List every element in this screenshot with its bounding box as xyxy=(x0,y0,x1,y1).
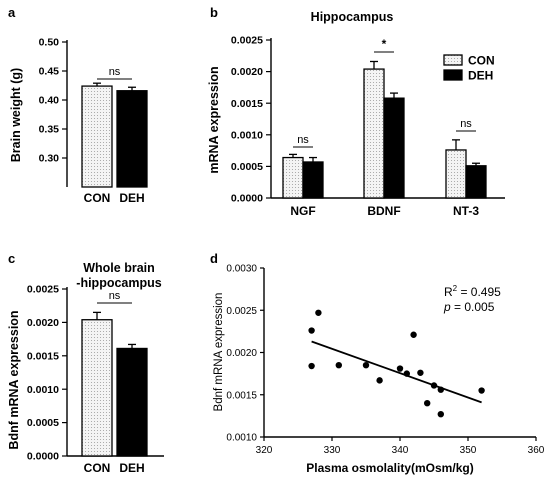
bar-deh xyxy=(116,347,148,457)
x-tick-label: 330 xyxy=(324,445,341,456)
significance-label: ns xyxy=(109,66,121,78)
panel-label: c xyxy=(8,251,15,266)
legend-label: DEH xyxy=(468,69,493,83)
y-axis-label: Brain weight (g) xyxy=(9,68,23,162)
significance-label: ns xyxy=(297,134,309,146)
legend-swatch-deh xyxy=(443,69,463,81)
y-tick-label: 0.0030 xyxy=(226,264,257,275)
x-tick-label: DEH xyxy=(119,191,144,205)
x-axis-label: Plasma osmolality(mOsm/kg) xyxy=(306,461,473,475)
panel-c: c Whole brain-hippocampus 0.0000 0.0005 0.00… xyxy=(7,251,164,475)
data-point xyxy=(376,377,383,384)
x-tick-label: CON xyxy=(84,461,111,475)
r-squared-value: = 0.495 xyxy=(457,285,501,299)
y-tick-label: 0.0025 xyxy=(226,306,257,317)
r-squared-prefix: R xyxy=(444,285,453,299)
data-point xyxy=(430,382,438,389)
data-point xyxy=(403,370,410,377)
x-tick-label: BDNF xyxy=(367,204,400,218)
bar-con xyxy=(81,85,113,188)
significance-label: * xyxy=(382,37,387,51)
y-tick-label: 0.0005 xyxy=(231,161,263,173)
legend-swatch-con xyxy=(443,54,463,66)
data-point xyxy=(417,369,424,376)
y-tick-label: 0.0005 xyxy=(27,417,59,429)
chart-title-line-1: Whole brain xyxy=(83,261,155,275)
bar-nt-3-deh xyxy=(465,165,487,199)
data-point xyxy=(335,361,342,369)
panel-label: d xyxy=(210,251,218,266)
y-axis-label: Bdnf mRNA expression xyxy=(213,293,225,412)
x-tick-label: DEH xyxy=(119,461,144,475)
bar-bdnf-con xyxy=(363,68,385,199)
data-point xyxy=(396,365,404,372)
panel-a: a 0.30 0.35 0.40 0.45 0.50 Brain weight (g) CON… xyxy=(8,5,148,205)
bar-ngf-deh xyxy=(302,161,324,199)
y-tick-label: 0.0010 xyxy=(27,384,59,396)
p-value-value: = 0.005 xyxy=(451,300,495,314)
y-tick-label: 0.0025 xyxy=(27,284,59,296)
y-axis-label: Bdnf mRNA expression xyxy=(7,310,21,449)
y-tick-label: 0.0000 xyxy=(27,451,59,463)
x-tick-label: 340 xyxy=(392,445,409,456)
y-tick-label: 0.0020 xyxy=(231,66,263,78)
x-tick-label: 320 xyxy=(256,445,273,456)
y-tick-label: 0.0010 xyxy=(226,433,257,444)
y-tick-label: 0.35 xyxy=(39,124,60,136)
chart-title-line-2: -hippocampus xyxy=(76,276,161,290)
y-tick-label: 0.0010 xyxy=(231,129,263,141)
data-point xyxy=(437,386,444,393)
data-point xyxy=(410,331,417,338)
bar-nt-3-con xyxy=(445,149,467,199)
data-point xyxy=(308,362,315,370)
y-tick-label: 0.0015 xyxy=(231,98,263,110)
y-tick-label: 0.0015 xyxy=(27,350,59,362)
chart-title: Hippocampus xyxy=(311,10,394,24)
x-tick-label: NT-3 xyxy=(453,204,479,218)
r-squared-annotation: R2 = 0.495 xyxy=(444,284,501,299)
x-tick-label: NGF xyxy=(290,204,315,218)
y-tick-label: 0.0025 xyxy=(231,35,263,47)
bar-ngf-con xyxy=(282,156,304,199)
y-tick-label: 0.50 xyxy=(39,37,60,49)
data-point xyxy=(437,410,444,418)
y-tick-label: 0.40 xyxy=(39,95,60,107)
significance-label: ns xyxy=(460,118,472,130)
bar-bdnf-deh xyxy=(383,97,405,199)
x-tick-label: 360 xyxy=(528,445,545,456)
p-value-symbol: p xyxy=(443,300,451,314)
significance-label: ns xyxy=(109,290,121,302)
p-value-annotation: p = 0.005 xyxy=(443,300,495,314)
y-tick-label: 0.0020 xyxy=(27,317,59,329)
panel-d: d 0.0010 0.0015 0.0020 0.0025 0.0030 320 330 340… xyxy=(210,251,545,475)
y-axis-label: mRNA expression xyxy=(207,66,221,173)
data-point xyxy=(478,387,485,394)
bar-con xyxy=(81,319,113,457)
data-point xyxy=(315,309,322,316)
data-point xyxy=(424,400,431,407)
data-point xyxy=(308,327,315,334)
panel-label: b xyxy=(210,5,218,20)
y-tick-label: 0.45 xyxy=(39,66,60,78)
panel-b: b Hippocampus 0.0000 0.0005 0.0010 0.0015 0.00… xyxy=(207,5,505,218)
y-tick-label: 0.30 xyxy=(39,153,60,165)
data-point xyxy=(362,361,370,369)
legend-label: CON xyxy=(468,54,495,68)
y-tick-label: 0.0000 xyxy=(231,193,263,205)
x-tick-label: CON xyxy=(84,191,111,205)
bar-deh xyxy=(116,90,148,188)
regression-line xyxy=(311,340,482,404)
y-tick-label: 0.0015 xyxy=(226,390,257,401)
panel-label: a xyxy=(8,5,16,20)
r-squared-exponent: 2 xyxy=(453,284,458,293)
y-tick-label: 0.0020 xyxy=(226,348,257,359)
x-tick-label: 350 xyxy=(460,445,477,456)
